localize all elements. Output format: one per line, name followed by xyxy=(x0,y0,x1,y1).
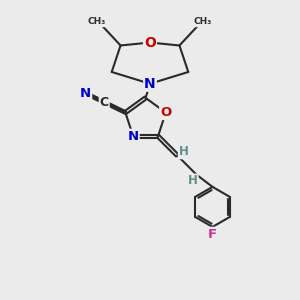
Text: N: N xyxy=(80,87,91,100)
Text: H: H xyxy=(188,175,198,188)
Text: N: N xyxy=(128,130,139,143)
Text: O: O xyxy=(160,106,171,119)
Text: CH₃: CH₃ xyxy=(194,17,212,26)
Text: CH₃: CH₃ xyxy=(88,17,106,26)
Text: N: N xyxy=(144,77,156,91)
Text: C: C xyxy=(100,96,109,109)
Text: H: H xyxy=(179,145,189,158)
Text: O: O xyxy=(144,35,156,50)
Text: F: F xyxy=(208,228,217,241)
